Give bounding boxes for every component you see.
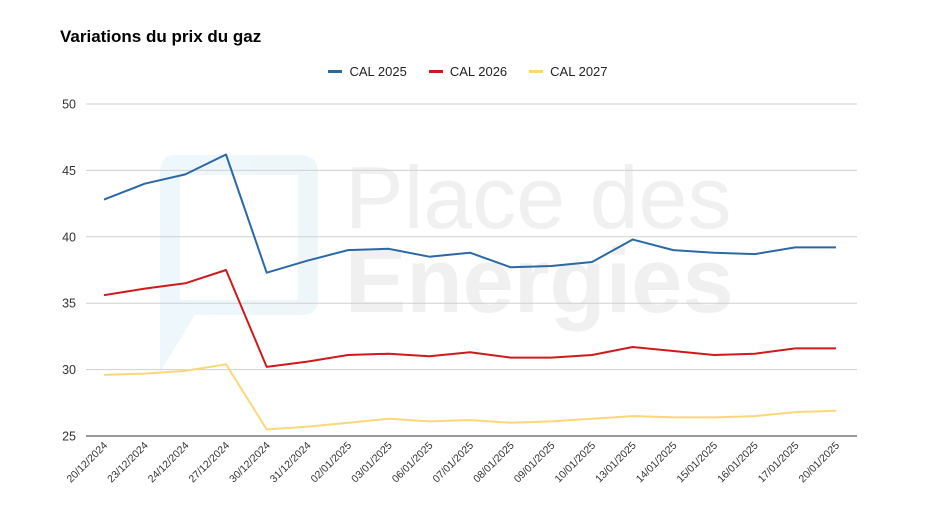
x-tick-label: 07/01/2025 — [430, 440, 476, 486]
legend-label-cal-2026: CAL 2026 — [449, 64, 508, 79]
x-tick-label: 06/01/2025 — [390, 440, 436, 486]
x-tick-label: 08/01/2025 — [471, 440, 517, 486]
x-axis: 20/12/202423/12/202424/12/202427/12/2024… — [64, 440, 842, 486]
x-tick-label: 23/12/2024 — [105, 440, 151, 486]
x-tick-label: 20/01/2025 — [796, 440, 842, 486]
legend-item-cal-2027: CAL 2027 — [529, 64, 608, 79]
series-line-cal-2027 — [103, 363, 837, 431]
series-lines — [103, 153, 837, 431]
x-tick-label: 14/01/2025 — [634, 440, 680, 486]
legend-swatch-cal-2026 — [428, 70, 443, 73]
watermark-text-line2: Energies — [345, 230, 734, 332]
x-tick-label: 31/12/2024 — [268, 440, 314, 486]
y-tick-label: 30 — [62, 363, 76, 377]
y-tick-label: 50 — [62, 98, 76, 112]
legend: CAL 2025 CAL 2026 CAL 2027 — [0, 64, 936, 79]
watermark-text-line1: Place des — [345, 148, 731, 247]
x-tick-label: 20/12/2024 — [64, 440, 110, 486]
x-tick-label: 24/12/2024 — [146, 440, 192, 486]
legend-item-cal-2025: CAL 2025 — [328, 64, 407, 79]
series-line-cal-2026 — [103, 269, 836, 368]
legend-label-cal-2027: CAL 2027 — [550, 64, 608, 79]
legend-label-cal-2025: CAL 2025 — [349, 64, 407, 79]
legend-swatch-cal-2027 — [529, 70, 544, 73]
series-line-cal-2025 — [103, 153, 836, 274]
gridlines — [86, 103, 857, 437]
legend-item-cal-2026: CAL 2026 — [428, 64, 508, 79]
x-tick-label: 09/01/2025 — [512, 440, 558, 486]
watermark: Place des Energies — [160, 148, 734, 372]
x-tick-label: 30/12/2024 — [227, 440, 273, 486]
y-tick-label: 35 — [62, 297, 76, 311]
y-tick-label: 45 — [62, 164, 76, 178]
chart-title: Variations du prix du gaz — [60, 27, 262, 46]
y-tick-label: 40 — [62, 230, 76, 244]
x-tick-label: 10/01/2025 — [552, 440, 598, 486]
x-tick-label: 17/01/2025 — [756, 440, 802, 486]
legend-swatch-cal-2025 — [328, 70, 343, 73]
y-tick-label: 25 — [62, 430, 76, 444]
x-tick-label: 13/01/2025 — [593, 440, 639, 486]
x-tick-label: 03/01/2025 — [349, 440, 395, 486]
x-tick-label: 02/01/2025 — [308, 440, 354, 486]
y-axis: 25 30 35 40 45 50 — [62, 98, 76, 444]
x-tick-label: 16/01/2025 — [715, 440, 761, 486]
x-tick-label: 27/12/2024 — [186, 440, 232, 486]
x-tick-label: 15/01/2025 — [674, 440, 720, 486]
